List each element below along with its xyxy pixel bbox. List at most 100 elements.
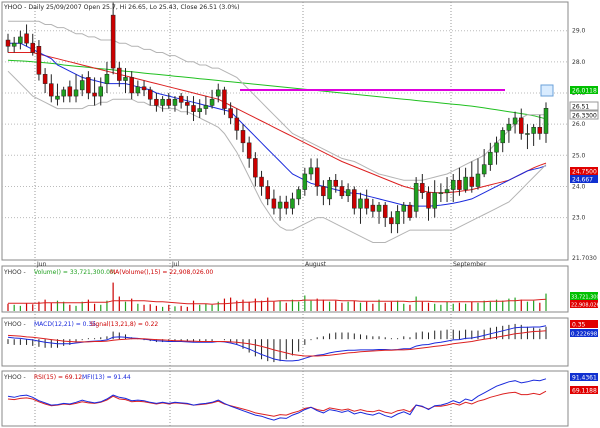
candle-body: [525, 133, 530, 135]
price-tick-label: 28.0: [572, 59, 586, 66]
month-label-aug: August: [305, 261, 327, 268]
candle-body: [537, 127, 543, 134]
candle-body: [24, 33, 29, 44]
ma_gray_upper-line: [8, 20, 546, 181]
candle-body: [296, 189, 301, 200]
rsi-lines: [7, 378, 547, 421]
volume-ma-line: [8, 298, 547, 305]
candle-body: [463, 176, 468, 190]
macd-signal-title: Signal(13,21,8) = 0.22: [90, 321, 158, 328]
candle-body: [197, 108, 202, 112]
macd-title: MACD(12,21) = 0.35,: [34, 321, 98, 328]
candle-body: [500, 130, 505, 144]
candle-body: [79, 80, 85, 91]
candle-body: [154, 98, 159, 106]
candle-body: [395, 211, 400, 225]
macd-line: [7, 325, 547, 362]
candle-body: [519, 117, 524, 134]
candle-body: [259, 176, 264, 187]
candle-body: [117, 67, 122, 81]
candle-body: [382, 204, 388, 218]
candle-body: [438, 192, 444, 194]
candle-body: [457, 179, 462, 190]
candle-body: [407, 204, 413, 218]
signal-line: [7, 330, 547, 357]
candle-body: [135, 86, 141, 94]
ma_red-line: [8, 52, 547, 194]
candle-body: [240, 130, 246, 144]
chart-title: YHOO - Daily 25/09/2007 Open 25.7, Hi 26…: [3, 4, 240, 11]
candle-body: [327, 179, 332, 200]
candle-body: [110, 14, 116, 69]
candle-body: [166, 98, 172, 106]
candle-body: [55, 95, 60, 100]
candle-body: [141, 86, 147, 91]
candle-body: [98, 86, 104, 97]
volume-ma-line: [8, 298, 547, 305]
price-tick-label: 23.0: [572, 215, 586, 222]
candle-body: [475, 173, 481, 187]
candle-body: [339, 186, 345, 197]
candle-body: [172, 98, 178, 106]
volume-panel: [1, 265, 569, 313]
mid-badge: 26.3300: [572, 113, 597, 120]
price-tick-label: 29.0: [572, 28, 586, 35]
mfi-line: [7, 378, 547, 421]
candle-body: [512, 117, 518, 125]
candle-body: [222, 89, 227, 109]
candle-body: [364, 198, 369, 209]
candle-body: [36, 46, 42, 75]
price-tick-label: 26.0: [572, 121, 586, 128]
candle-body: [73, 89, 79, 97]
candlesticks: [5, 2, 549, 234]
candle-body: [178, 95, 184, 103]
candle-body: [506, 123, 512, 131]
candle-body: [401, 204, 407, 212]
candle-body: [18, 36, 23, 44]
ma-blue-badge: 24.667: [572, 177, 593, 184]
candle-body: [494, 142, 499, 153]
macd-badge-b: 0.222698: [571, 332, 598, 338]
ma_blue-line: [8, 42, 547, 207]
moving-average-lines: [7, 20, 547, 243]
candle-body: [469, 176, 475, 187]
candle-body: [376, 204, 382, 212]
volume-symbol: YHOO -: [3, 269, 26, 276]
price-gridlines: [2, 30, 568, 219]
candle-body: [42, 74, 48, 84]
volume-ma-title: MA(Volume(),15) = 22,908,026.00: [110, 269, 213, 276]
candle-body: [345, 189, 351, 197]
candle-body: [444, 189, 450, 193]
rsi-badge-b: 69.1188: [572, 388, 597, 395]
candle-body: [5, 39, 11, 47]
rsi-symbol: YHOO -: [3, 374, 26, 381]
candle-body: [531, 127, 536, 134]
candle-body: [265, 186, 270, 200]
candle-body: [302, 173, 308, 190]
candle-body: [67, 86, 73, 97]
candle-body: [420, 183, 425, 193]
candle-body: [30, 42, 35, 53]
rsi-badge-a: 91.4361: [572, 375, 597, 382]
candle-body: [432, 192, 437, 209]
volume-badge-b: 22,908,026: [571, 303, 600, 309]
candle-body: [147, 89, 153, 100]
candle-body: [314, 167, 320, 187]
candle-body: [191, 105, 196, 112]
price-tick-label: 24.0: [572, 183, 586, 190]
candle-body: [234, 117, 240, 131]
candle-body: [49, 83, 54, 97]
macd-symbol: YHOO -: [3, 321, 26, 328]
candle-body: [160, 98, 165, 106]
candle-body: [277, 201, 283, 209]
rsi-panel: [1, 370, 569, 427]
candle-body: [333, 179, 338, 187]
price-panel: [1, 1, 569, 261]
candle-body: [370, 204, 376, 212]
candle-body: [413, 183, 419, 212]
candle-body: [358, 198, 363, 209]
price-axis: 29.028.027.026.025.024.023.021.7030: [572, 28, 597, 262]
candle-body: [450, 179, 456, 190]
candle-body: [271, 198, 277, 209]
